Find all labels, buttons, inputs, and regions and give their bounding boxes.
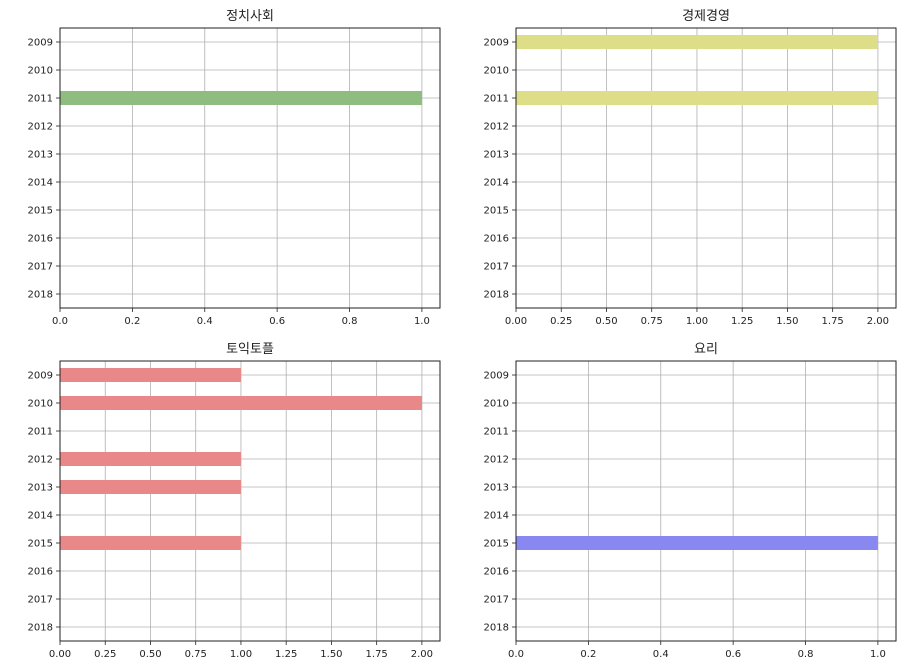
y-tick-label: 2016 — [484, 234, 509, 245]
y-tick-label: 2018 — [484, 290, 509, 301]
y-tick-label: 2013 — [484, 483, 509, 494]
y-tick-label: 2010 — [484, 66, 509, 77]
y-tick-label: 2015 — [28, 539, 53, 550]
y-tick-label: 2017 — [484, 595, 509, 606]
y-tick-label: 2012 — [28, 455, 53, 466]
y-tick-label: 2016 — [28, 567, 53, 578]
y-tick-label: 2012 — [484, 455, 509, 466]
bar-2009 — [516, 35, 878, 49]
y-tick-label: 2017 — [28, 595, 53, 606]
bar-2009 — [60, 368, 241, 382]
bar-2015 — [516, 536, 878, 550]
x-tick-label: 0.8 — [342, 316, 358, 327]
chart-title: 경제경영 — [682, 9, 730, 24]
x-tick-label: 0.6 — [269, 316, 285, 327]
bar-2010 — [60, 396, 422, 410]
y-tick-label: 2018 — [28, 290, 53, 301]
y-tick-label: 2009 — [28, 371, 53, 382]
subplot-2: 0.00 0.25 0.50 0.75 1.00 1.25 1.50 1.75 2.00 2009… — [484, 9, 897, 327]
axes-frame — [59, 27, 441, 309]
y-tick-label: 2009 — [484, 371, 509, 382]
x-tick-label: 0.2 — [124, 316, 140, 327]
y-tick-label: 2017 — [28, 262, 53, 273]
bar-2011 — [516, 91, 878, 105]
x-tick-label: 0.50 — [595, 316, 617, 327]
x-tick-label: 1.50 — [776, 316, 798, 327]
x-tick-label: 0.2 — [580, 649, 596, 660]
x-tick-label: 1.00 — [230, 649, 252, 660]
x-tick-label: 1.50 — [320, 649, 342, 660]
x-tick-label: 0.00 — [505, 316, 527, 327]
axes-frame — [59, 360, 441, 642]
y-tick-label: 2016 — [28, 234, 53, 245]
x-tick-label: 0.6 — [725, 649, 741, 660]
x-tick-label: 0.0 — [52, 316, 68, 327]
y-tick-label: 2010 — [28, 66, 53, 77]
y-tick-label: 2013 — [28, 483, 53, 494]
y-tick-label: 2015 — [484, 539, 509, 550]
y-tick-label: 2014 — [484, 511, 509, 522]
subplot-4: 0.0 0.2 0.4 0.6 0.8 1.0 2009 2010 2011 2012 2013 20… — [484, 342, 897, 660]
subplot-1: 0.0 0.2 0.4 0.6 0.8 1.0 2009 2010 2011 2012 2013 20… — [28, 9, 441, 327]
y-tick-label: 2009 — [28, 38, 53, 49]
y-tick-label: 2013 — [484, 150, 509, 161]
x-tick-label: 1.25 — [275, 649, 297, 660]
x-tick-label: 0.75 — [641, 316, 663, 327]
x-tick-label: 0.0 — [508, 649, 524, 660]
y-tick-label: 2010 — [484, 399, 509, 410]
y-tick-label: 2016 — [484, 567, 509, 578]
y-tick-label: 2015 — [484, 206, 509, 217]
x-tick-label: 0.8 — [798, 649, 814, 660]
chart-title: 요리 — [694, 342, 718, 357]
x-tick-label: 0.25 — [94, 649, 116, 660]
y-tick-label: 2011 — [484, 94, 509, 105]
y-tick-label: 2012 — [484, 122, 509, 133]
x-tick-label: 0.50 — [139, 649, 161, 660]
x-tick-label: 2.00 — [867, 316, 889, 327]
x-tick-label: 1.0 — [414, 316, 430, 327]
axes-frame — [515, 27, 897, 309]
y-tick-label: 2011 — [28, 427, 53, 438]
y-tick-label: 2018 — [484, 623, 509, 634]
x-tick-label: 0.4 — [197, 316, 213, 327]
x-tick-label: 1.00 — [686, 316, 708, 327]
chart-title: 정치사회 — [226, 9, 274, 24]
y-tick-label: 2014 — [484, 178, 509, 189]
bar-2015 — [60, 536, 241, 550]
x-tick-label: 1.75 — [822, 316, 844, 327]
y-tick-label: 2011 — [28, 94, 53, 105]
chart-title: 토익토플 — [226, 342, 274, 357]
subplot-3: 0.00 0.25 0.50 0.75 1.00 1.25 1.50 1.75 2.00 2009… — [28, 342, 441, 660]
y-tick-label: 2018 — [28, 623, 53, 634]
x-tick-label: 0.75 — [185, 649, 207, 660]
x-tick-label: 0.4 — [653, 649, 669, 660]
x-tick-label: 1.25 — [731, 316, 753, 327]
x-tick-label: 0.25 — [550, 316, 572, 327]
y-tick-label: 2014 — [28, 511, 53, 522]
bar-2013 — [60, 480, 241, 494]
x-tick-label: 1.75 — [366, 649, 388, 660]
y-tick-label: 2013 — [28, 150, 53, 161]
bar-2011 — [60, 91, 422, 105]
axes-frame — [515, 360, 897, 642]
y-tick-label: 2017 — [484, 262, 509, 273]
y-tick-label: 2009 — [484, 38, 509, 49]
y-tick-label: 2012 — [28, 122, 53, 133]
x-tick-label: 1.0 — [870, 649, 886, 660]
y-tick-label: 2014 — [28, 178, 53, 189]
y-tick-label: 2011 — [484, 427, 509, 438]
x-tick-label: 2.00 — [411, 649, 433, 660]
y-tick-label: 2010 — [28, 399, 53, 410]
y-tick-label: 2015 — [28, 206, 53, 217]
bar-2012 — [60, 452, 241, 466]
x-tick-label: 0.00 — [49, 649, 71, 660]
